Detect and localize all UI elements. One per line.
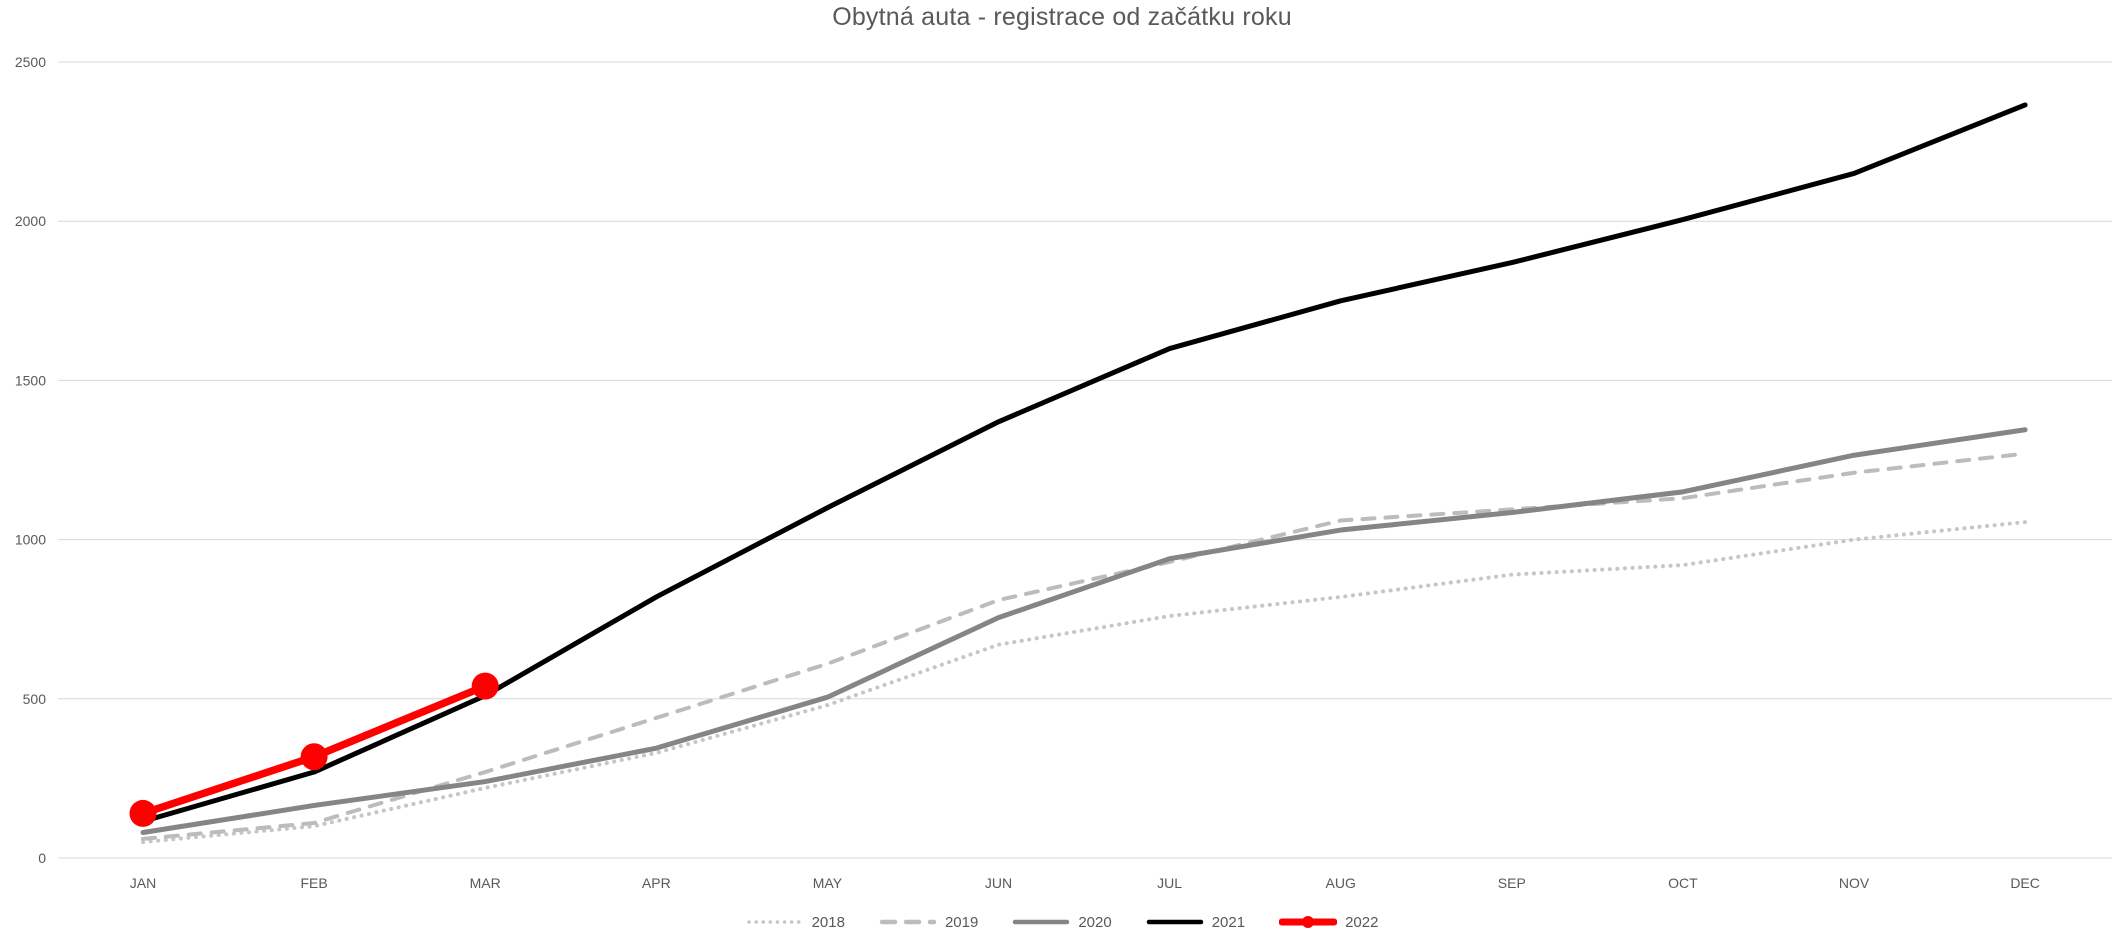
data-point-marker-2022-mar — [471, 672, 499, 700]
legend-item-2021: 2021 — [1146, 913, 1245, 931]
y-tick-label-1500: 1500 — [15, 372, 46, 388]
legend-item-2019: 2019 — [879, 913, 978, 931]
legend-swatch-2019 — [879, 919, 937, 925]
x-tick-label-sep: SEP — [1498, 875, 1526, 891]
y-tick-label-2500: 2500 — [15, 54, 46, 70]
chart-title: Obytná auta - registrace od začátku roku — [832, 3, 1292, 31]
x-tick-label-jun: JUN — [985, 875, 1012, 891]
legend-swatch-2021 — [1146, 919, 1203, 925]
legend-label-2018: 2018 — [811, 913, 845, 931]
legend-item-2022: 2022 — [1279, 913, 1378, 931]
x-tick-label-jul: JUL — [1157, 875, 1182, 891]
legend-label-2021: 2021 — [1211, 913, 1246, 931]
legend-item-2018: 2018 — [746, 913, 845, 931]
legend-label-2019: 2019 — [944, 913, 979, 931]
x-tick-label-oct: OCT — [1668, 875, 1698, 891]
series-line-2021 — [140, 102, 2028, 824]
data-point-marker-2022-feb — [300, 743, 328, 771]
series-line-2019 — [141, 451, 2028, 841]
legend-marker-2022 — [1302, 916, 1315, 928]
y-tick-label-1000: 1000 — [15, 532, 46, 548]
legend-swatch-2020 — [1013, 919, 1070, 925]
y-tick-label-0: 0 — [38, 850, 46, 866]
legend-swatch-2022 — [1279, 916, 1338, 928]
legend-label-2022: 2022 — [1345, 913, 1379, 931]
chart-legend: 2018 2019 2020 2021 2022 — [0, 906, 2124, 938]
y-tick-label-2000: 2000 — [15, 213, 46, 229]
x-tick-label-may: MAY — [813, 875, 843, 891]
x-tick-label-feb: FEB — [300, 875, 327, 891]
x-tick-label-aug: AUG — [1326, 875, 1356, 891]
x-tick-label-mar: MAR — [470, 875, 501, 891]
data-point-marker-2022-jan — [129, 799, 157, 827]
legend-label-2020: 2020 — [1078, 913, 1112, 931]
x-tick-label-jan: JAN — [130, 875, 156, 891]
legend-item-2020: 2020 — [1012, 913, 1112, 931]
x-tick-label-apr: APR — [642, 875, 671, 891]
x-tick-label-nov: NOV — [1839, 875, 1870, 891]
series-line-2020 — [140, 427, 2028, 836]
series-line-2018 — [141, 520, 2028, 845]
y-tick-label-500: 500 — [23, 691, 47, 707]
legend-swatch-2018 — [746, 920, 803, 924]
x-tick-label-dec: DEC — [2010, 875, 2040, 891]
